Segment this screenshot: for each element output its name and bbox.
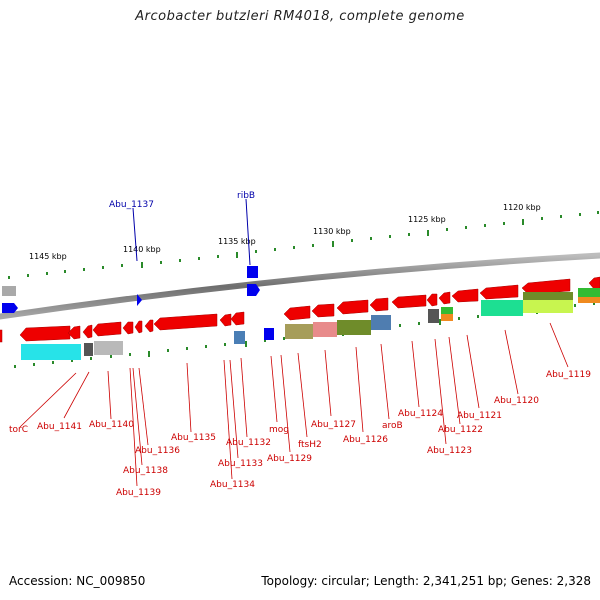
block-dark-gray	[84, 343, 93, 356]
gene-red-edge	[588, 276, 600, 290]
genome-backbone	[0, 252, 600, 320]
block-steelblue	[234, 331, 245, 344]
scale-label-1125: 1125 kbp	[408, 215, 446, 224]
gene-abu-1123	[391, 294, 427, 309]
top-labels: Abu_1137 ribB	[109, 191, 255, 210]
gene-forward-1	[2, 303, 18, 313]
label-abu-1119: Abu_1119	[546, 370, 591, 380]
label-abu-1139: Abu_1139	[116, 488, 161, 498]
label-abu-1124: Abu_1124	[398, 409, 443, 419]
gene-aroB	[336, 299, 369, 315]
label-abu-1137: Abu_1137	[109, 200, 154, 210]
label-ftsH2: ftsH2	[298, 440, 322, 450]
label-ribB: ribB	[237, 191, 255, 201]
label-abu-1126: Abu_1126	[343, 435, 388, 445]
label-abu-1136: Abu_1136	[135, 446, 180, 456]
gene-abu-1135	[144, 319, 154, 333]
block-cyan	[21, 344, 81, 360]
gene-abu-1138	[122, 321, 134, 335]
gene-abu-1126	[311, 303, 335, 318]
block-pink	[313, 322, 337, 337]
gene-gray-1	[2, 286, 16, 296]
gene-red-0	[0, 329, 3, 343]
label-abu-1121: Abu_1121	[457, 411, 502, 421]
label-abu-1132: Abu_1132	[226, 438, 271, 448]
label-abu-1122: Abu_1122	[438, 425, 483, 435]
scale-label-1145: 1145 kbp	[29, 252, 67, 261]
gene-abu-1121	[438, 291, 451, 305]
gene-abu-1136	[92, 321, 122, 337]
gene-abu-1139	[134, 320, 143, 334]
gene-forward-4	[264, 328, 274, 340]
reverse-genes	[0, 276, 600, 343]
gene-red-last	[521, 278, 571, 295]
scale-ticks-top	[8, 211, 599, 279]
block-green-small	[441, 307, 453, 314]
gene-forward-3	[247, 284, 260, 296]
block-green-edge	[578, 288, 600, 297]
gene-abu-1134	[153, 313, 218, 331]
label-abu-1127: Abu_1127	[311, 420, 356, 430]
label-abu-1140: Abu_1140	[89, 420, 134, 430]
gene-abu-1132	[230, 311, 245, 326]
block-light-gray	[94, 341, 123, 355]
label-torC: torC	[9, 425, 28, 435]
block-blue	[371, 315, 391, 330]
gene-torC	[19, 325, 71, 342]
label-abu-1129: Abu_1129	[267, 454, 312, 464]
label-abu-1120: Abu_1120	[494, 396, 539, 406]
gene-abu-1120	[451, 288, 479, 303]
gene-abu-1141	[67, 325, 81, 340]
genome-summary-text: Topology: circular; Length: 2,341,251 bp…	[261, 574, 591, 588]
bottom-labels: torC Abu_1141 Abu_1140 Abu_1136 Abu_1138…	[9, 370, 591, 498]
block-olive-2	[523, 292, 573, 300]
label-abu-1141: Abu_1141	[37, 422, 82, 432]
label-abu-1138: Abu_1138	[123, 466, 168, 476]
gene-abu-1140	[82, 324, 93, 339]
scale-label-1120: 1120 kbp	[503, 203, 541, 212]
gene-abu-1119	[479, 284, 519, 300]
label-abu-1133: Abu_1133	[218, 459, 263, 469]
gene-abu-1122	[426, 293, 438, 307]
scale-label-1130: 1130 kbp	[313, 227, 351, 236]
forward-genes	[2, 266, 274, 340]
top-leaders	[132, 198, 251, 266]
label-aroB: aroB	[382, 421, 403, 431]
scale-label-1135: 1135 kbp	[218, 237, 256, 246]
gene-abu-1127	[283, 305, 311, 321]
block-orange-edge	[578, 297, 600, 303]
label-abu-1134: Abu_1134	[210, 480, 255, 490]
label-mog: mog	[269, 425, 289, 435]
block-orange-small	[441, 314, 453, 321]
annotation-blocks	[21, 288, 600, 360]
block-lime	[523, 298, 573, 313]
map-title: Arcobacter butzleri RM4018, complete gen…	[135, 9, 465, 24]
scale-label-1140: 1140 kbp	[123, 245, 161, 254]
label-abu-1135: Abu_1135	[171, 433, 216, 443]
block-teal	[481, 300, 523, 316]
gene-abu-1133	[219, 313, 232, 327]
block-green	[337, 320, 371, 335]
accession-text: Accession: NC_009850	[9, 574, 146, 588]
bottom-leaders	[19, 322, 569, 487]
gene-abu-1137	[137, 294, 142, 306]
block-olive	[285, 324, 313, 339]
label-abu-1123: Abu_1123	[427, 446, 472, 456]
scale-top: 1145 kbp 1140 kbp 1135 kbp 1130 kbp 1125…	[29, 203, 541, 261]
gene-ribB	[247, 266, 258, 278]
gene-abu-1124	[369, 297, 389, 312]
block-darkgray-2	[428, 309, 439, 323]
